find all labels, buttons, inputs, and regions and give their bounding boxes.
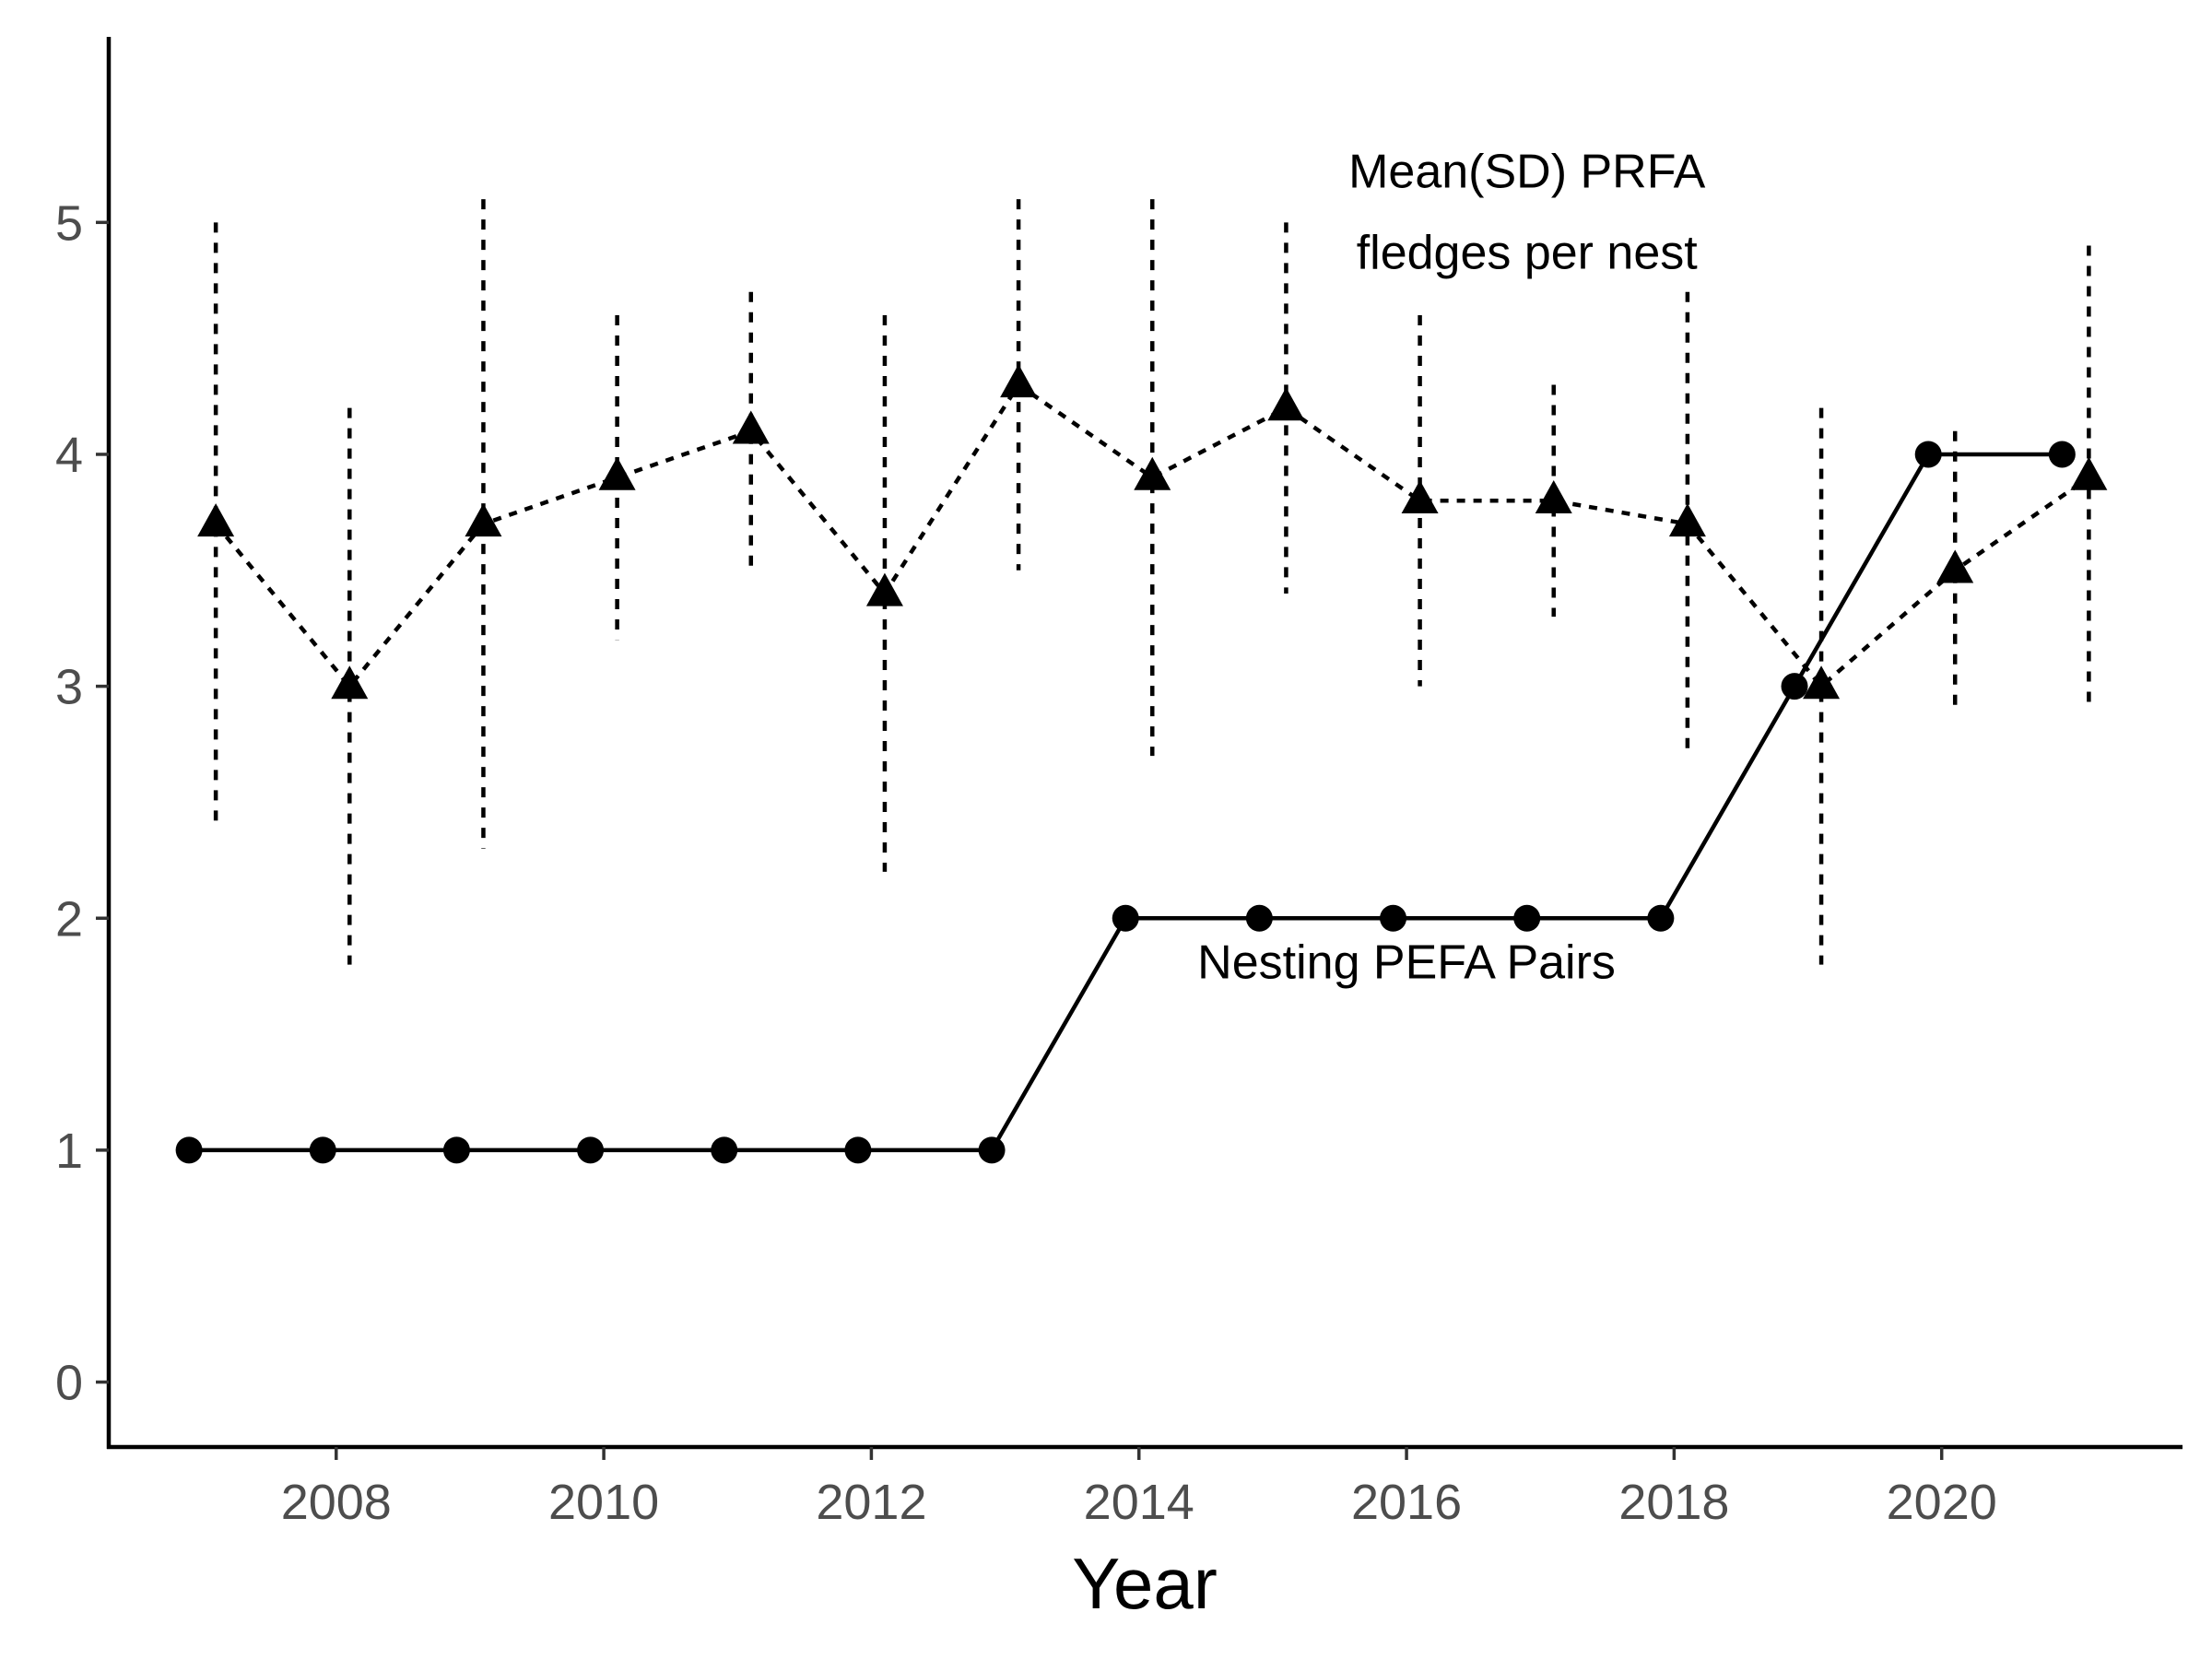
y-tick-label: 4 (55, 428, 83, 483)
data-point (175, 1136, 203, 1164)
data-point (732, 410, 770, 444)
y-tick-label: 3 (55, 660, 83, 715)
data-point (1134, 456, 1171, 490)
x-tick-label: 2016 (1351, 1475, 1462, 1530)
y-tick-label: 5 (55, 195, 83, 251)
data-point (1000, 364, 1038, 398)
data-point (197, 503, 235, 537)
data-point (1267, 387, 1305, 421)
data-point (1535, 479, 1572, 513)
data-point (2048, 441, 2076, 468)
data-point (1513, 904, 1541, 932)
data-point (978, 1136, 1006, 1164)
data-point (1647, 904, 1675, 932)
prfa-label-line1: Mean(SD) PRFA (1348, 146, 1706, 199)
x-axis-ticks: 2008 2010 2012 2014 2016 2018 2020 (281, 1447, 1997, 1530)
data-point (2070, 456, 2108, 490)
data-point (844, 1136, 872, 1164)
series-line-prfa (214, 382, 2090, 688)
x-tick-label: 2020 (1887, 1475, 1997, 1530)
data-point (1245, 904, 1273, 932)
x-tick-label: 2018 (1618, 1475, 1729, 1530)
prfa-label-line2: fledges per nest (1357, 227, 1699, 280)
data-point (598, 456, 636, 490)
data-point (577, 1136, 605, 1164)
series-prfa (197, 199, 2108, 965)
pefa-label: Nesting PEFA Pairs (1197, 936, 1616, 990)
x-tick-label: 2012 (816, 1475, 926, 1530)
y-tick-label: 1 (55, 1124, 83, 1179)
y-axis-ticks: 0 1 2 3 4 5 (55, 195, 109, 1411)
data-point (1914, 441, 1942, 468)
x-tick-label: 2010 (548, 1475, 659, 1530)
data-point (865, 572, 903, 606)
series-pefa (175, 441, 2076, 1164)
data-point (1781, 673, 1808, 700)
data-point (1803, 665, 1841, 700)
y-tick-label: 2 (55, 891, 83, 947)
x-tick-label: 2014 (1084, 1475, 1194, 1530)
data-point (465, 503, 502, 537)
data-point (711, 1136, 738, 1164)
y-tick-label: 0 (55, 1356, 83, 1411)
data-point (1401, 479, 1439, 513)
x-axis-title: Year (1072, 1543, 1218, 1624)
data-point (1668, 503, 1706, 537)
annotations: Mean(SD) PRFA fledges per nest Nesting PEF… (1197, 146, 1705, 990)
data-point (1936, 549, 1974, 583)
data-point (1112, 904, 1139, 932)
x-tick-label: 2008 (281, 1475, 392, 1530)
data-point (442, 1136, 470, 1164)
data-point (309, 1136, 336, 1164)
data-point (331, 665, 369, 700)
data-point (1380, 904, 1407, 932)
plot-area (175, 199, 2108, 1164)
